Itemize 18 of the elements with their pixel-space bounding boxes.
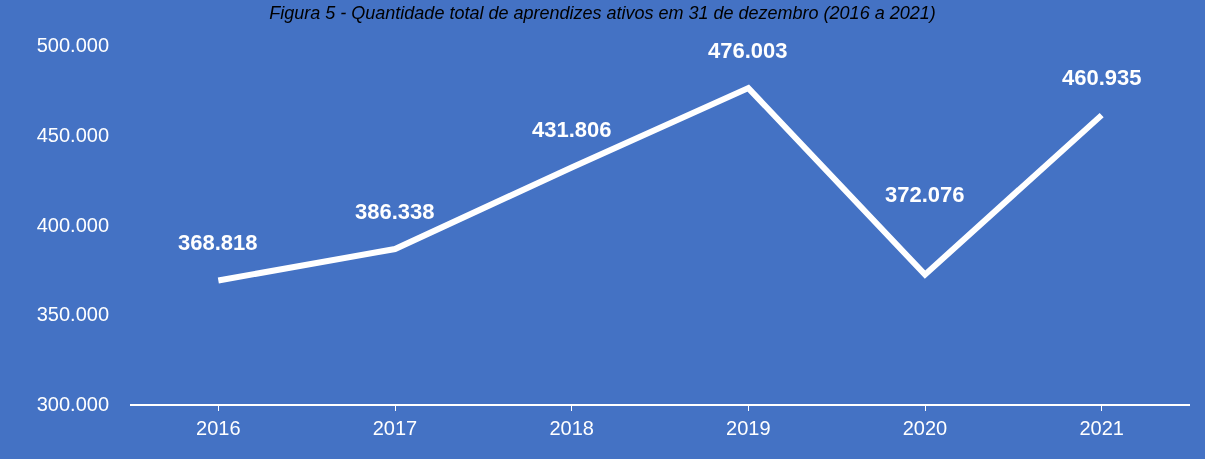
y-tick-label: 300.000 [36,393,109,415]
x-tick-label: 2017 [372,417,418,439]
x-tick-label: 2021 [1079,417,1124,439]
y-tick-label: 400.000 [36,213,109,236]
chart-title: Figura 5 - Quantidade total de aprendizes ativos em 31 de dezembro (2016 a 2021) [269,3,936,24]
x-tick-label: 2019 [726,417,771,439]
y-tick-label: 350.000 [36,303,109,326]
x-tick-label: 2018 [549,417,594,439]
x-tick-label: 2020 [902,417,948,439]
data-label: 386.338 [355,199,435,224]
data-label: 372.076 [885,182,965,207]
data-label: 460.935 [1062,65,1142,90]
data-label: 368.818 [178,230,258,255]
x-tick-label: 2016 [196,417,241,439]
data-label: 431.806 [532,117,612,142]
y-tick-label: 500.000 [36,34,109,56]
data-label: 476.003 [708,38,788,63]
y-tick-label: 450.000 [36,123,109,146]
